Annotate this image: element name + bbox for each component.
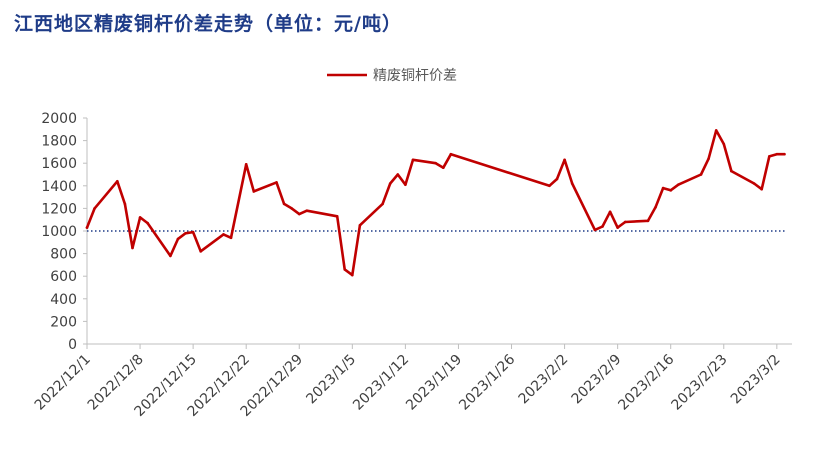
data-point	[381, 202, 384, 206]
y-tick-label: 800	[50, 247, 77, 263]
data-point	[282, 202, 286, 206]
data-point	[396, 173, 400, 176]
y-tick-label: 1400	[41, 179, 77, 195]
x-axis: 2022/12/12022/12/82022/12/152022/12/2220…	[32, 343, 792, 420]
y-tick-label: 1000	[41, 224, 77, 240]
data-point	[752, 182, 756, 185]
data-point	[441, 166, 445, 170]
data-point	[608, 210, 612, 214]
data-point	[191, 230, 195, 234]
series-line	[85, 129, 786, 277]
y-tick-label: 200	[50, 314, 77, 330]
data-point	[222, 233, 225, 236]
data-point	[563, 158, 566, 162]
data-point	[93, 207, 96, 210]
y-tick-label: 1600	[41, 156, 77, 172]
y-tick-label: 2000	[41, 111, 77, 127]
data-point	[593, 228, 597, 232]
data-point	[123, 202, 127, 206]
data-point	[388, 182, 392, 185]
x-tick-label: 2023/1/19	[403, 352, 465, 414]
data-point	[85, 226, 89, 229]
data-point	[275, 181, 278, 184]
data-point	[722, 142, 726, 146]
y-tick-label: 600	[50, 269, 77, 285]
data-point	[351, 273, 354, 277]
data-point	[707, 157, 710, 160]
data-point	[146, 221, 149, 225]
data-point	[714, 129, 718, 132]
data-point	[661, 186, 665, 190]
legend: 精废铜杆价差	[327, 68, 457, 84]
series-layer	[85, 129, 786, 277]
y-tick-label: 1200	[41, 201, 77, 217]
x-tick-label: 2022/12/1	[32, 352, 94, 414]
data-point	[131, 246, 134, 250]
data-point	[623, 220, 627, 224]
data-point	[252, 190, 256, 193]
y-axis: 0 200 400 600 800 1000 1200 1400 1600 1800 2000	[41, 111, 88, 353]
data-point	[404, 183, 407, 186]
data-point	[229, 236, 233, 240]
data-point	[669, 189, 673, 192]
data-point	[601, 225, 604, 228]
data-point	[760, 187, 763, 191]
y-tick-label: 0	[68, 337, 77, 353]
x-tick-label: 2023/1/5	[303, 352, 359, 408]
data-point	[297, 212, 301, 216]
legend-label: 精废铜杆价差	[373, 68, 457, 84]
data-point	[767, 155, 771, 158]
x-tick-label: 2023/1/12	[350, 352, 412, 414]
x-tick-label: 2023/3/2	[728, 352, 784, 408]
y-tick-label: 400	[50, 292, 77, 308]
data-point	[290, 207, 293, 210]
data-point	[116, 179, 119, 183]
data-point	[244, 163, 248, 166]
data-point	[616, 226, 619, 229]
data-point	[555, 177, 559, 181]
y-tick-label: 1800	[41, 134, 77, 150]
data-point	[176, 237, 180, 241]
data-point	[305, 209, 309, 212]
data-point	[358, 224, 362, 227]
data-point	[730, 169, 733, 173]
data-point	[434, 161, 438, 165]
x-tick-label: 2023/2/16	[615, 351, 677, 413]
data-point	[411, 158, 415, 162]
x-tick-label: 2023/2/23	[669, 352, 731, 414]
data-point	[548, 184, 551, 188]
data-point	[570, 182, 574, 185]
x-tick-label: 2023/1/26	[456, 351, 518, 413]
data-point	[184, 231, 187, 235]
chart-title: 江西地区精废铜杆价差走势（单位：元/吨）	[14, 13, 402, 35]
data-point	[783, 152, 786, 156]
data-point	[138, 216, 142, 219]
x-tick-label: 2023/2/9	[569, 352, 625, 408]
data-point	[699, 173, 703, 176]
x-tick-label: 2023/2/2	[516, 352, 572, 408]
data-point	[646, 219, 650, 223]
data-point	[343, 268, 347, 271]
data-point	[199, 250, 203, 253]
data-point	[676, 183, 680, 186]
data-point	[654, 205, 657, 209]
data-point	[775, 152, 779, 156]
data-point	[169, 254, 172, 258]
data-point	[449, 152, 453, 156]
data-point	[335, 215, 339, 218]
